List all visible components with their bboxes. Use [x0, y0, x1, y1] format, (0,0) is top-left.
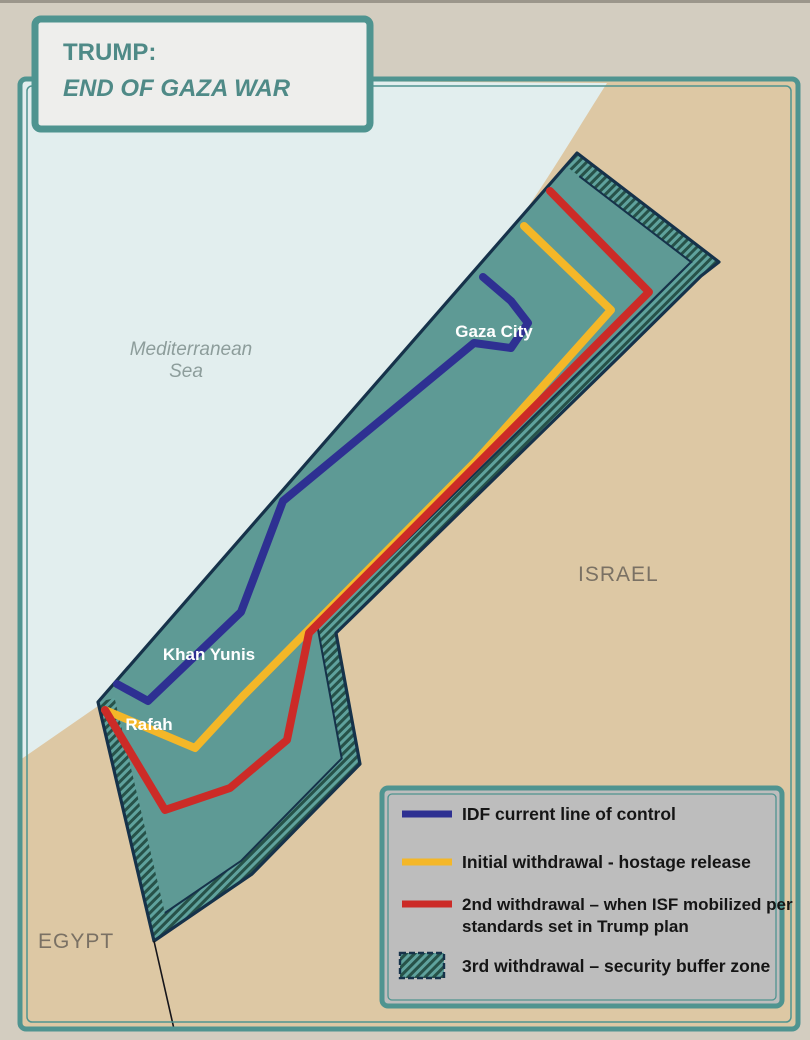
svg-text:END OF GAZA WAR: END OF GAZA WAR: [63, 75, 291, 102]
svg-text:IDF current line of control: IDF current line of control: [462, 804, 676, 824]
svg-text:2nd withdrawal – when ISF mobi: 2nd withdrawal – when ISF mobilized per: [462, 895, 793, 914]
svg-text:TRUMP:: TRUMP:: [63, 39, 156, 66]
svg-text:Rafah: Rafah: [125, 715, 172, 734]
svg-text:Sea: Sea: [169, 361, 203, 382]
svg-text:3rd withdrawal – security buff: 3rd withdrawal – security buffer zone: [462, 956, 771, 976]
svg-text:standards set in Trump plan: standards set in Trump plan: [462, 917, 689, 936]
svg-text:Khan Yunis: Khan Yunis: [163, 645, 255, 664]
svg-text:EGYPT: EGYPT: [38, 930, 114, 953]
svg-text:Initial withdrawal - hostage r: Initial withdrawal - hostage release: [462, 852, 751, 872]
svg-text:Mediterranean: Mediterranean: [130, 339, 253, 360]
svg-text:ISRAEL: ISRAEL: [578, 563, 659, 586]
svg-text:Gaza City: Gaza City: [455, 322, 533, 341]
